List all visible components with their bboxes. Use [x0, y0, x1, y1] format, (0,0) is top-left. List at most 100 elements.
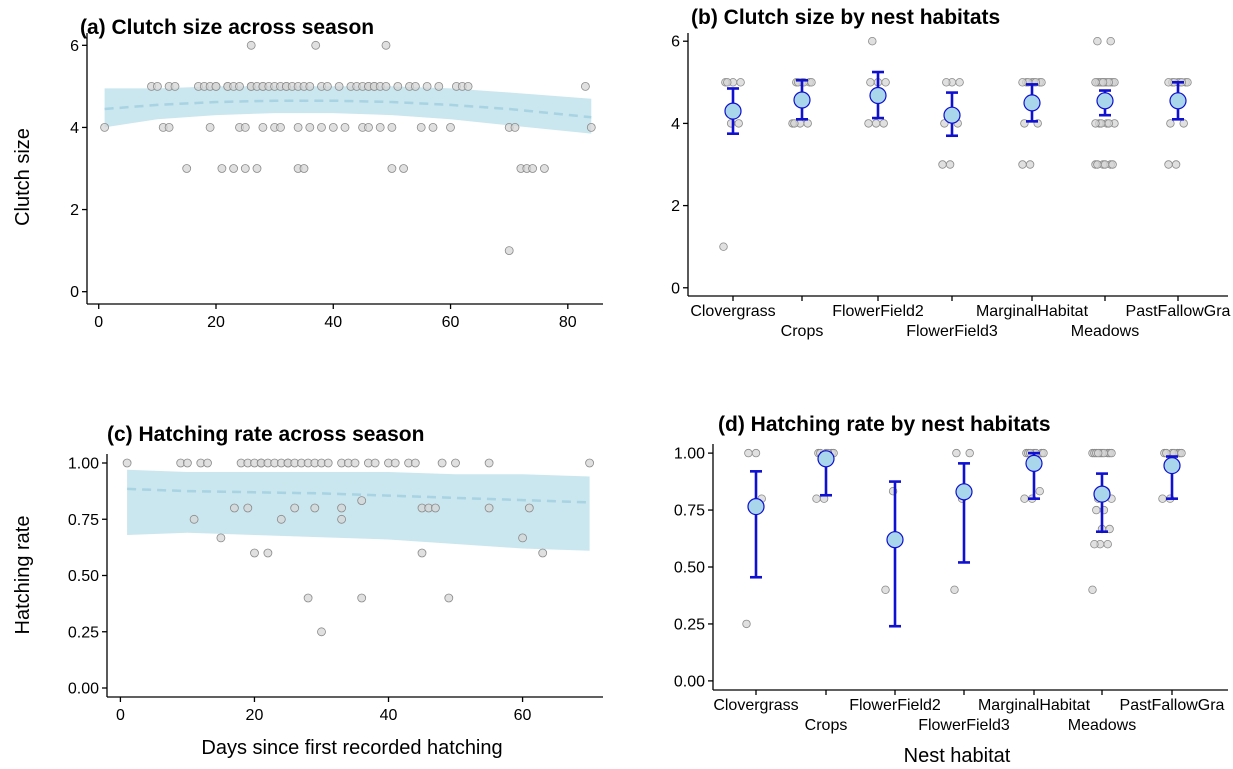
- panel-c-data-point: [350, 458, 360, 468]
- panel-c-data-point: [484, 503, 494, 513]
- panel-c-data-point: [410, 458, 420, 468]
- panel-d-data-point: [950, 585, 959, 594]
- panel-d-mean-marker: [747, 498, 765, 516]
- panel-d-x-tick-label: Meadows: [1068, 717, 1136, 734]
- panel-d-data-point: [965, 448, 974, 458]
- panel-b-data-point: [803, 119, 812, 128]
- panel-b-mean-marker: [724, 102, 742, 120]
- panel-a-trend-line: [104, 99, 592, 119]
- panel-c-data-point: [538, 548, 548, 558]
- panel-b-mean-marker: [869, 86, 887, 105]
- panel-b-data-point: [1100, 160, 1110, 169]
- panel-a-data-point: [240, 123, 250, 132]
- panel-b-data-point: [1018, 78, 1027, 87]
- panel-b-mean-marker: [943, 106, 961, 124]
- panel-b-data-point: [1093, 37, 1102, 46]
- panel-d-x-tick-label: FlowerField3: [918, 717, 1010, 734]
- panel-b-x-tick-label: Meadows: [1071, 323, 1139, 340]
- panel-b-x-tick-label: FlowerField2: [832, 303, 924, 320]
- panel-c-data-point: [444, 593, 454, 603]
- panel-a-confidence-band: [104, 86, 592, 134]
- panel-a-data-point: [164, 123, 174, 132]
- panel-b-data-point: [938, 160, 947, 169]
- panel-a-clutch-size-across-season: (a) Clutch size across season Clutch siz…: [12, 16, 603, 331]
- panel-b-x-tick-label: PastFallowGra: [1126, 303, 1231, 320]
- panel-c-data-point: [357, 496, 367, 506]
- panel-b-data-point: [955, 78, 964, 87]
- panel-b-mean-marker: [793, 91, 811, 109]
- panel-c-trend-line: [127, 487, 590, 504]
- panel-d-mean-marker: [817, 450, 835, 468]
- panel-c-data-point: [310, 503, 320, 513]
- panel-a-data-point: [299, 164, 309, 173]
- panel-a-data-point: [528, 164, 537, 173]
- panel-d-data-point: [1090, 540, 1099, 549]
- panel-a-data-point: [428, 123, 438, 132]
- panel-c-y-axis-label: Hatching rate: [12, 516, 34, 635]
- panel-d-mean-marker: [886, 531, 904, 549]
- panel-a-data-point: [393, 82, 403, 91]
- panel-c-data-point: [430, 503, 440, 513]
- panel-d-y-tick-label: 0.50: [674, 560, 705, 577]
- panel-d-data-point: [751, 448, 761, 458]
- panel-c-x-tick-label: 0: [116, 707, 125, 724]
- panel-a-data-point: [311, 40, 321, 50]
- panel-b-data-point: [942, 78, 951, 87]
- panel-c-data-point: [417, 548, 427, 558]
- panel-d-data-point: [1177, 448, 1186, 458]
- panel-a-y-tick-label: 2: [70, 202, 79, 219]
- panel-a-data-point: [100, 123, 109, 132]
- panel-a-y-tick-label: 4: [70, 120, 79, 137]
- panel-b-data-point: [1164, 160, 1173, 169]
- panel-a-data-point: [317, 123, 326, 132]
- panel-c-data-point: [317, 627, 326, 637]
- panel-c-data-point: [451, 458, 460, 468]
- panel-a-data-point: [416, 123, 426, 132]
- panel-b-data-point: [1171, 160, 1181, 169]
- panel-c-data-point: [203, 458, 212, 468]
- panel-b-data-point: [719, 242, 728, 251]
- panel-b-data-point: [866, 78, 875, 87]
- panel-a-x-tick-label: 0: [94, 314, 103, 331]
- panel-a-data-point: [217, 164, 227, 173]
- panel-a-data-point: [364, 123, 373, 132]
- panel-d-mean-marker: [1093, 485, 1111, 503]
- panel-a-data-point: [328, 123, 338, 132]
- panel-b-data-point: [1091, 119, 1100, 128]
- panel-b-clutch-size-by-nest-habitats: (b) Clutch size by nest habitats Cloverg…: [671, 6, 1230, 340]
- panel-c-data-point: [243, 503, 253, 513]
- panel-c-x-tick-label: 40: [380, 707, 398, 724]
- panel-d-y-tick-label: 0.25: [674, 616, 705, 633]
- panel-c-x-tick-label: 60: [514, 707, 532, 724]
- panel-b-data-point: [1106, 37, 1115, 46]
- panel-d-mean-marker: [1163, 457, 1181, 475]
- panel-d-y-tick-label: 1.00: [674, 446, 705, 463]
- panel-b-data-point: [1098, 78, 1108, 87]
- panel-c-data-point: [189, 514, 199, 524]
- panel-b-data-point: [734, 119, 743, 128]
- panel-b-data-point: [945, 160, 955, 169]
- panel-a-data-point: [504, 246, 514, 256]
- panel-d-data-point: [881, 585, 890, 594]
- panel-a-data-point: [276, 123, 285, 132]
- panel-a-data-point: [586, 123, 596, 132]
- panel-d-x-tick-label: MarginalHabitat: [978, 697, 1091, 714]
- panel-b-data-point: [1164, 78, 1173, 87]
- panel-d-data-point: [744, 448, 753, 458]
- panel-b-y-tick-label: 0: [671, 280, 680, 297]
- panel-c-data-point: [323, 458, 333, 468]
- panel-c-data-point: [370, 458, 380, 468]
- panel-c-hatching-rate-across-season: (c) Hatching rate across season Hatching…: [12, 423, 603, 759]
- panel-a-data-point: [510, 123, 520, 132]
- panel-a-data-point: [152, 82, 162, 91]
- panel-a-data-point: [211, 82, 221, 91]
- panel-d-hatching-rate-by-nest-habitats: (d) Hatching rate by nest habitats Nest …: [674, 413, 1228, 767]
- panel-d-data-point: [812, 494, 821, 503]
- panel-a-data-point: [305, 123, 315, 132]
- panel-b-title: (b) Clutch size by nest habitats: [691, 6, 1000, 29]
- panel-c-data-point: [276, 514, 286, 524]
- panel-d-data-point: [1103, 540, 1112, 549]
- panel-a-y-axis-label: Clutch size: [12, 128, 34, 226]
- panel-b-data-point: [790, 119, 799, 128]
